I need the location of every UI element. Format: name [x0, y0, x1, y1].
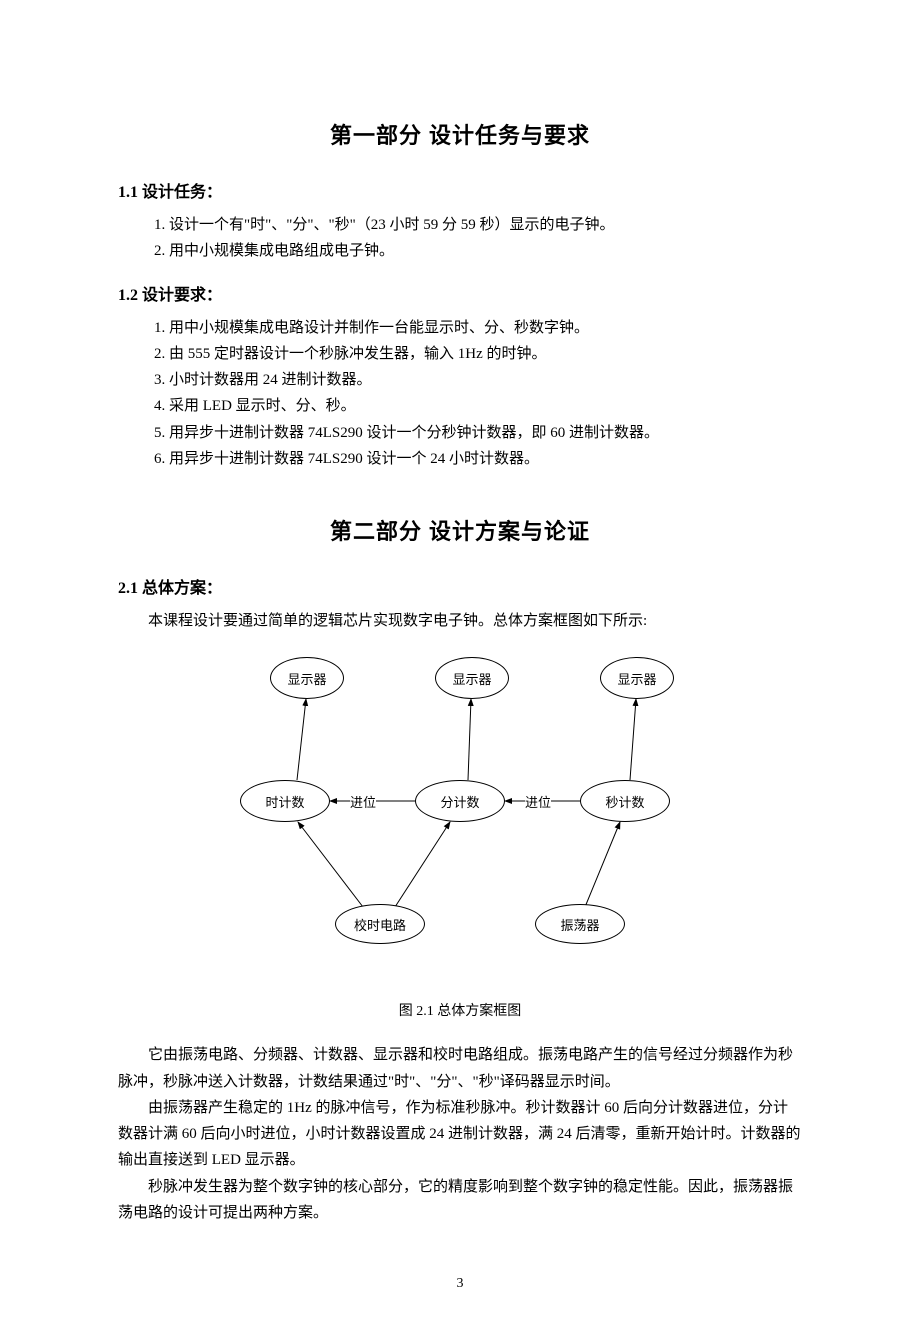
para: 由振荡器产生稳定的 1Hz 的脉冲信号，作为标准秒脉冲。秒计数器计 60 后向分…	[118, 1095, 802, 1174]
diagram-node-disp2: 显示器	[435, 657, 509, 699]
section1-sub1-list: 1. 设计一个有"时"、"分"、"秒"（23 小时 59 分 59 秒）显示的电…	[118, 212, 802, 265]
diagram-node-sec: 秒计数	[580, 780, 670, 822]
list-item: 2. 由 555 定时器设计一个秒脉冲发生器，输入 1Hz 的时钟。	[118, 341, 802, 367]
diagram-node-osc: 振荡器	[535, 904, 625, 944]
page-number: 3	[118, 1276, 802, 1292]
para: 它由振荡电路、分频器、计数器、显示器和校时电路组成。振荡电路产生的信号经过分频器…	[118, 1042, 802, 1095]
diagram-node-adj: 校时电路	[335, 904, 425, 944]
section1-title: 第一部分 设计任务与要求	[118, 118, 802, 150]
section2-title: 第二部分 设计方案与论证	[118, 514, 802, 546]
diagram-node-hour: 时计数	[240, 780, 330, 822]
list-item: 3. 小时计数器用 24 进制计数器。	[118, 367, 802, 393]
section1-sub2-list: 1. 用中小规模集成电路设计并制作一台能显示时、分、秒数字钟。 2. 由 555…	[118, 315, 802, 473]
diagram-node-disp3: 显示器	[600, 657, 674, 699]
edge-label: 进位	[350, 792, 376, 811]
list-item: 1. 设计一个有"时"、"分"、"秒"（23 小时 59 分 59 秒）显示的电…	[118, 212, 802, 238]
list-item: 1. 用中小规模集成电路设计并制作一台能显示时、分、秒数字钟。	[118, 315, 802, 341]
edge-label: 进位	[525, 792, 551, 811]
block-diagram: 显示器 显示器 显示器时计数 分计数 秒计数校时电路 振荡器 进位 进位	[180, 652, 740, 992]
diagram-caption: 图 2.1 总体方案框图	[118, 1000, 802, 1020]
list-item: 4. 采用 LED 显示时、分、秒。	[118, 393, 802, 419]
section1-sub2-title: 1.2 设计要求：	[118, 281, 802, 305]
para: 秒脉冲发生器为整个数字钟的核心部分，它的精度影响到整个数字钟的稳定性能。因此，振…	[118, 1174, 802, 1227]
diagram-edges	[180, 652, 740, 992]
section2-sub1-title: 2.1 总体方案：	[118, 574, 802, 598]
list-item: 2. 用中小规模集成电路组成电子钟。	[118, 238, 802, 264]
diagram-node-disp1: 显示器	[270, 657, 344, 699]
section2-intro: 本课程设计要通过简单的逻辑芯片实现数字电子钟。总体方案框图如下所示:	[118, 608, 802, 634]
list-item: 6. 用异步十进制计数器 74LS290 设计一个 24 小时计数器。	[118, 446, 802, 472]
list-item: 5. 用异步十进制计数器 74LS290 设计一个分秒钟计数器，即 60 进制计…	[118, 420, 802, 446]
diagram-node-min: 分计数	[415, 780, 505, 822]
section1-sub1-title: 1.1 设计任务：	[118, 178, 802, 202]
